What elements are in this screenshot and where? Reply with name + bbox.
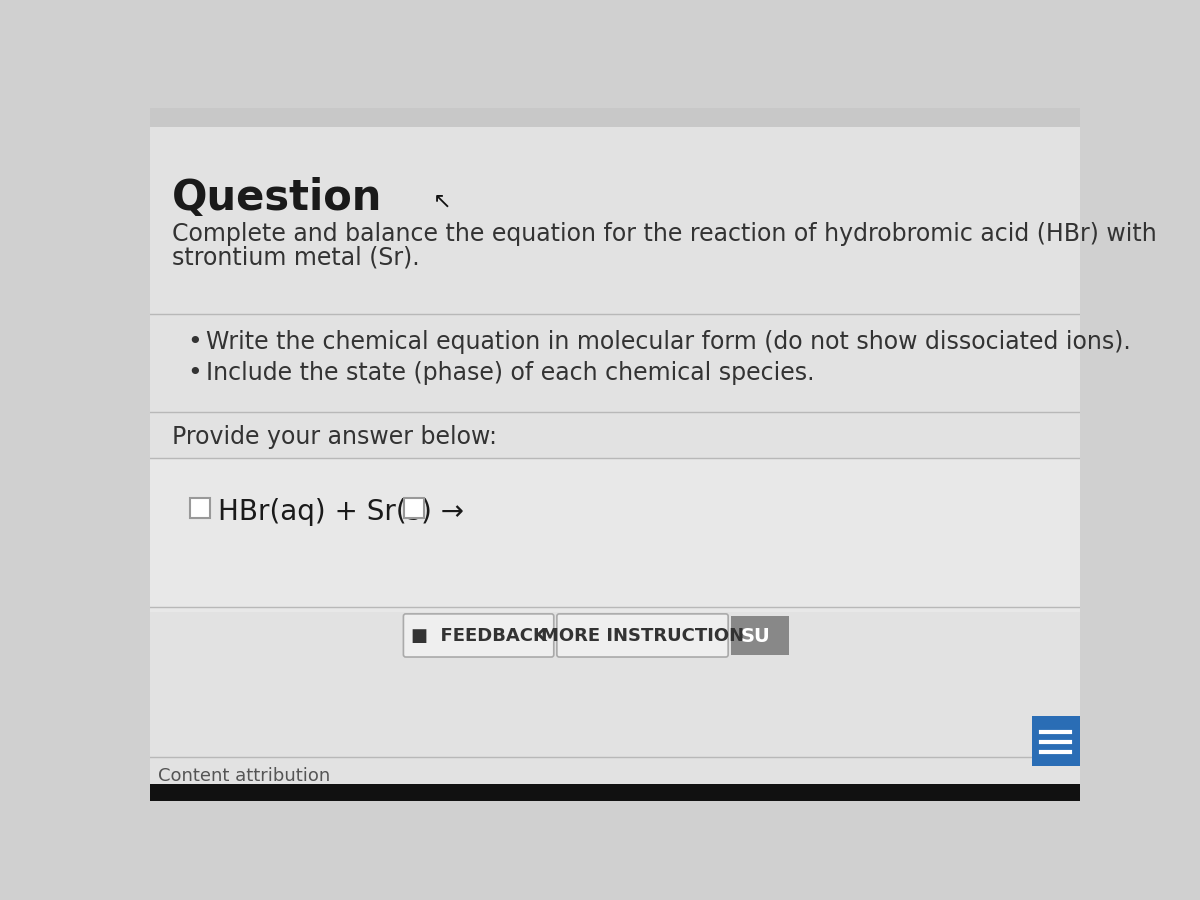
Bar [150,108,1080,127]
FancyBboxPatch shape [191,498,210,518]
Text: Question: Question [172,177,382,220]
Text: •: • [187,361,202,384]
Bar [731,616,790,654]
FancyBboxPatch shape [557,614,728,657]
Text: Provide your answer below:: Provide your answer below: [172,425,497,449]
Text: ■  FEEDBACK: ■ FEEDBACK [410,627,546,645]
Text: Include the state (phase) of each chemical species.: Include the state (phase) of each chemic… [206,361,815,384]
FancyBboxPatch shape [404,498,425,518]
Text: MORE INSTRUCTION: MORE INSTRUCTION [540,627,744,645]
Bar [1032,716,1080,767]
Text: ↖: ↖ [433,191,451,211]
FancyBboxPatch shape [403,614,553,657]
Text: HBr(aq) + Sr(s) →: HBr(aq) + Sr(s) → [218,499,464,526]
Bar [150,458,1080,612]
Text: Content attribution: Content attribution [157,767,330,785]
Bar [150,784,1080,801]
Text: Write the chemical equation in molecular form (do not show dissociated ions).: Write the chemical equation in molecular… [206,329,1130,354]
Text: SU: SU [740,626,770,645]
Text: Complete and balance the equation for the reaction of hydrobromic acid (HBr) wit: Complete and balance the equation for th… [172,222,1157,246]
Text: •: • [187,329,202,354]
Text: strontium metal (Sr).: strontium metal (Sr). [172,245,419,269]
